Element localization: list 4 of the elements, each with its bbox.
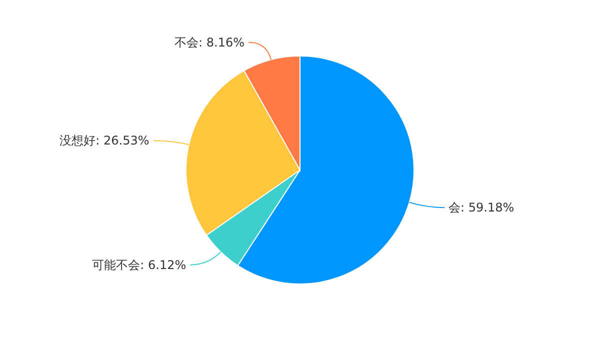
slice-label: 没想好: 26.53% xyxy=(60,134,150,148)
slice-label: 会: 59.18% xyxy=(448,200,514,215)
slice-label: 不会: 8.16% xyxy=(174,35,245,50)
slice-label: 可能不会: 6.12% xyxy=(92,258,186,272)
